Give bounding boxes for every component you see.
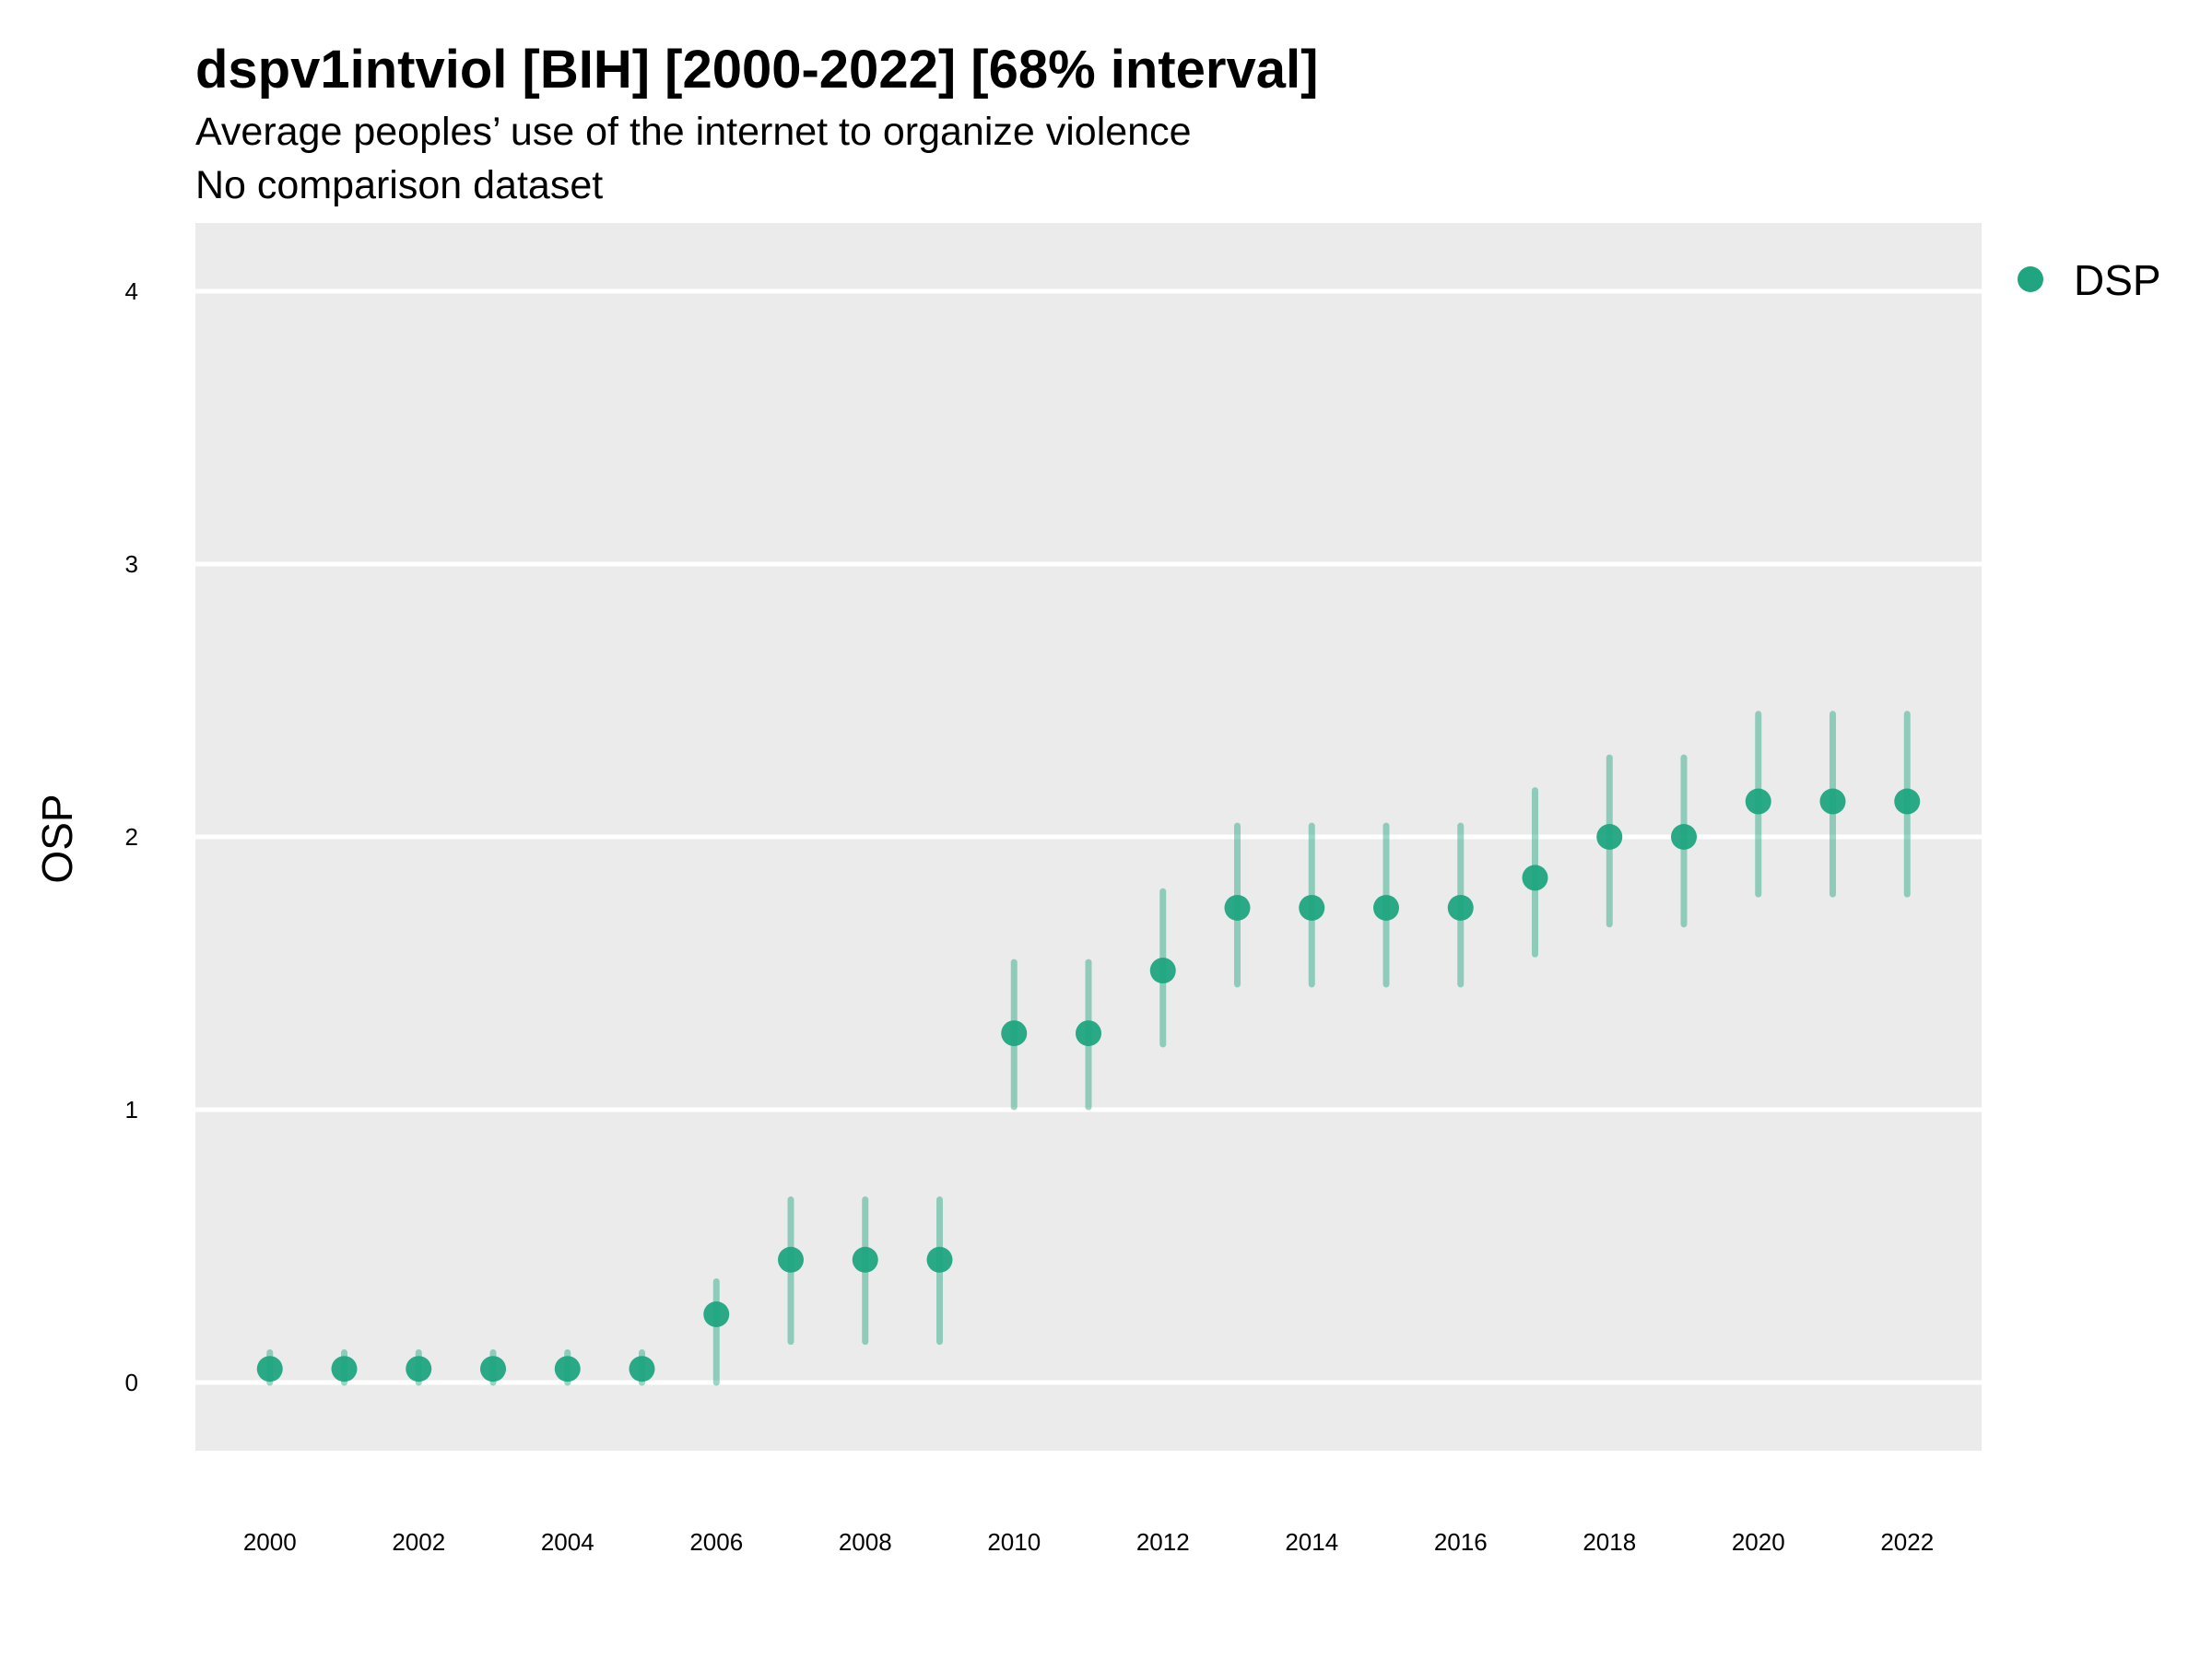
x-tick-label: 2010 [987, 1528, 1041, 1556]
point-2013 [1224, 894, 1251, 921]
x-tick-label: 2020 [1732, 1528, 1785, 1556]
y-tick-label: 0 [125, 1369, 138, 1396]
point-2022 [1894, 788, 1921, 815]
point-2015 [1373, 894, 1399, 921]
x-tick-label: 2002 [392, 1528, 445, 1556]
point-2017 [1522, 865, 1548, 891]
y-axis-label: OSP [33, 794, 81, 883]
x-tick-label: 2006 [689, 1528, 743, 1556]
point-2001 [331, 1356, 358, 1382]
x-tick-label: 2000 [243, 1528, 297, 1556]
legend: DSP [2018, 256, 2161, 304]
point-2008 [852, 1246, 878, 1273]
point-2021 [1819, 788, 1846, 815]
point-2000 [256, 1356, 283, 1382]
legend-dsp-label: DSP [2074, 256, 2161, 304]
data-marks [256, 711, 1921, 1386]
point-2003 [480, 1356, 506, 1382]
x-tick-label: 2022 [1880, 1528, 1934, 1556]
x-tick-label: 2012 [1136, 1528, 1190, 1556]
point-2016 [1447, 894, 1474, 921]
y-tick-label: 4 [125, 277, 138, 305]
x-tick-label: 2004 [541, 1528, 594, 1556]
point-2007 [778, 1246, 804, 1273]
point-2005 [629, 1356, 655, 1382]
legend-dsp-marker [2018, 266, 2043, 292]
point-2018 [1596, 824, 1623, 850]
x-axis-ticks: 2000 2002 2004 2006 2008 2010 2012 2014 2016 2018… [243, 1528, 1934, 1556]
chart-title: dspv1intviol [BIH] [2000-2022] [68% inte… [195, 40, 1318, 100]
point-2002 [406, 1356, 432, 1382]
point-2020 [1745, 788, 1771, 815]
x-tick-label: 2008 [839, 1528, 892, 1556]
point-2019 [1671, 824, 1697, 850]
point-2009 [926, 1246, 953, 1273]
x-tick-label: 2016 [1434, 1528, 1488, 1556]
point-2010 [1001, 1020, 1028, 1047]
point-2011 [1076, 1020, 1101, 1047]
point-2014 [1299, 894, 1325, 921]
point-2012 [1149, 958, 1176, 984]
x-tick-label: 2014 [1285, 1528, 1338, 1556]
chart-comparison-note: No comparison dataset [195, 163, 603, 207]
y-tick-label: 1 [125, 1096, 138, 1124]
point-2004 [554, 1356, 581, 1382]
point-2006 [703, 1301, 730, 1327]
chart-subtitle: Average peoples’ use of the internet to … [195, 110, 1192, 154]
y-tick-label: 2 [125, 823, 138, 851]
y-tick-label: 3 [125, 550, 138, 578]
x-tick-label: 2018 [1583, 1528, 1636, 1556]
y-axis-ticks: 0 1 2 3 4 [125, 277, 138, 1396]
